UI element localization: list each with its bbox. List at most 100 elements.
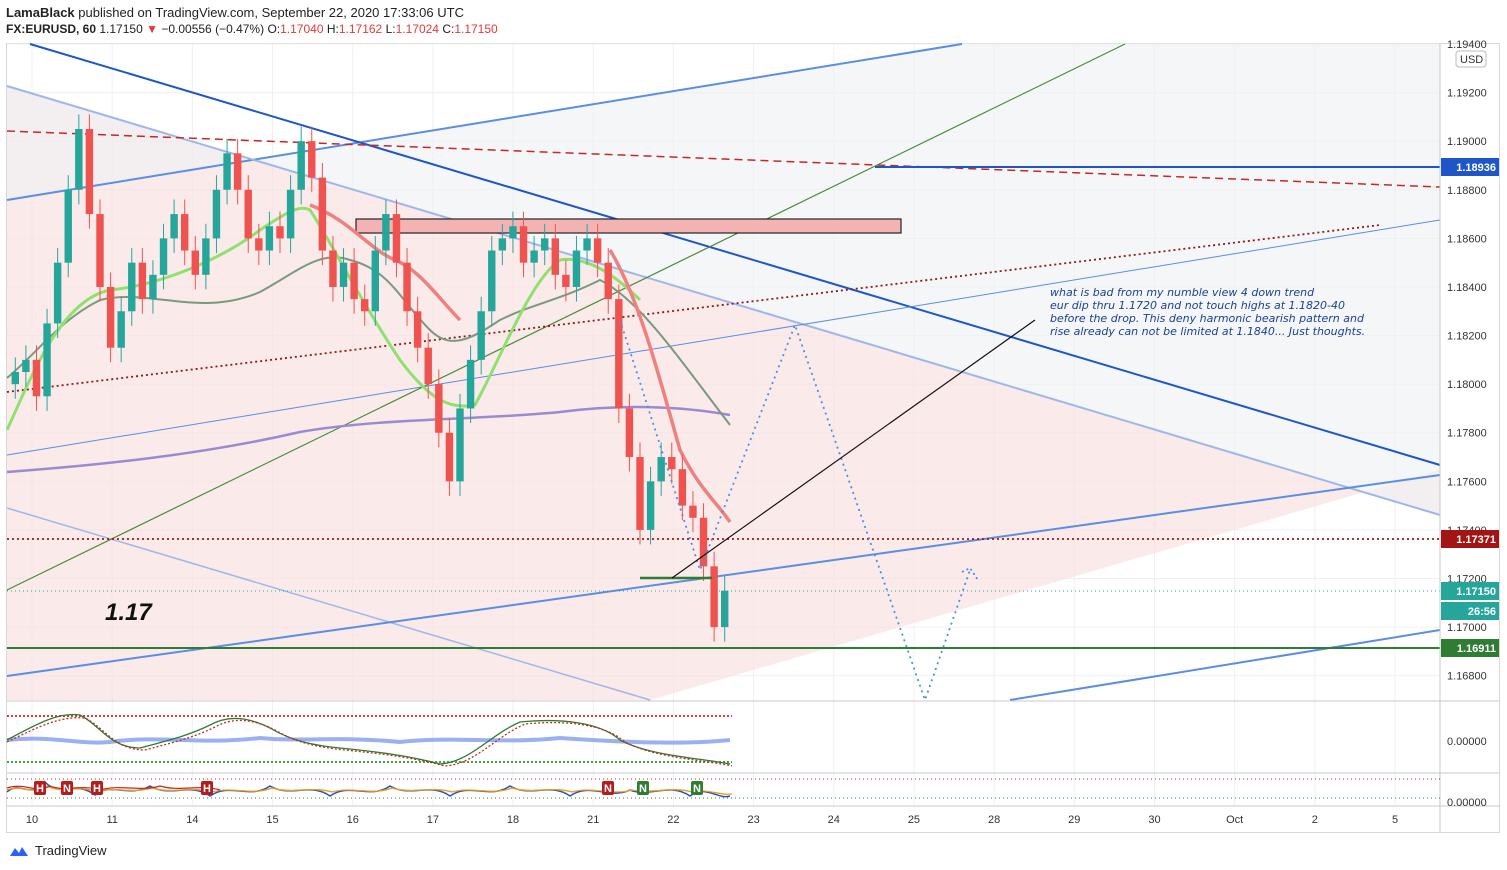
time-axis[interactable]: 10 11 14 15 16 17 18 21 22 23 24 25 28 29 30 Oct 2 5 [26,814,1398,826]
note-line-2: eur dip thru 1.1720 and not touch highs … [1050,299,1345,312]
candle-body [128,262,136,312]
candle-body [710,566,718,628]
candle-body [572,250,581,287]
trendline-blue-support [6,474,1441,677]
candle-body [519,226,528,263]
candle-body [678,469,687,506]
candle-body [64,189,72,263]
time-tick: 29 [1068,814,1080,826]
osc1-line-green [6,713,731,765]
candle-body [721,590,729,628]
open-label: O: [267,22,281,36]
price-tick: 1.19400 [1447,39,1487,51]
osc2-zero-tick: 0.00000 [1447,797,1487,809]
last-price: 1.17150 [99,22,143,36]
trendline-blue-main-down [29,43,1441,466]
close-label: C: [442,22,455,36]
note-line-4: rise already can not be limited at 1.184… [1050,325,1365,338]
time-tick: 15 [266,814,278,826]
price-label-box [1441,639,1499,657]
open-value: 1.17040 [280,22,324,36]
candle-body [646,481,655,530]
osc1-zero-tick: 0.00000 [1447,736,1487,748]
candle-body [191,250,199,275]
candle-body [371,250,379,312]
candle-body [170,214,178,239]
candle-body [223,153,231,190]
high-label: H: [326,22,339,36]
osc-marker-box [61,781,73,795]
price-label: 1.17371 [1456,534,1496,546]
osc-marker-box [201,781,213,795]
osc-marker-label: H [36,783,44,795]
candle-body [85,129,94,215]
trendline-green [6,43,1126,591]
candle-body [318,177,327,251]
tradingview-logo-icon [10,846,28,856]
candle-body [689,505,697,518]
price-tick: 1.17800 [1447,428,1487,440]
candle-body [117,311,125,348]
candle-body [181,214,189,251]
candle-body [699,517,708,567]
candle-body [329,250,337,287]
candle-body [350,262,358,300]
trendline-blue-bottom [1009,629,1441,701]
candle-body [593,238,602,263]
candle-body [202,238,210,275]
candle-body [159,238,168,275]
trendline-blue-upper [6,43,963,201]
price-axis[interactable]: 1.19400 1.19200 1.19000 1.18800 1.18600 1.184… [1447,39,1487,683]
down-triangle-icon: ▼ [146,22,158,36]
currency-badge[interactable]: USD [1460,54,1483,66]
time-tick: 14 [186,814,198,826]
oscillator-pane-2: H N H H N N N 0.00000 [6,778,1487,809]
candle-body [276,226,284,239]
time-tick: 16 [347,814,359,826]
osc-marker-box [34,781,46,795]
resistance-zone [355,218,902,234]
osc-marker-label: N [693,783,701,795]
published-text: published on TradingView.com, September … [78,5,464,20]
candle-body [541,238,549,251]
candle-body [32,359,41,397]
osc-marker-box [691,781,703,795]
candle-body [286,189,295,239]
candle-body [233,153,242,190]
candle-body [22,359,30,372]
candle-body [498,238,507,251]
ma-grey [6,256,731,426]
note-line-3: before the drop. This deny harmonic bear… [1050,312,1365,325]
candle-body [244,189,252,239]
change-value: −0.00556 (−0.47%) [161,22,265,36]
trendline-thin-blue [6,219,1441,456]
candle-body [583,238,591,251]
candle-body [11,372,19,385]
candle-body [403,262,411,312]
symbol-label[interactable]: FX:EURUSD, 60 [6,22,97,36]
currency-badge-box[interactable] [1455,50,1487,68]
price-label: 1.18936 [1456,162,1496,174]
ohlc-legend: FX:EURUSD, 60 1.17150 ▼ −0.00556 (−0.47%… [6,22,498,36]
candle-body [477,311,485,360]
footer-brand: TradingView [8,843,107,858]
candle-body [297,141,305,190]
candle-body [488,250,496,312]
price-label: 1.16911 [1457,643,1496,655]
candle-body [509,226,517,239]
candle-body [392,214,401,263]
analysis-note: what is bad from my numble view 4 down t… [1050,286,1365,338]
osc-marker-label: N [604,783,612,795]
trendline-lightblue-lower [6,507,651,701]
author-name[interactable]: LamaBlack [6,5,75,20]
time-tick: 30 [1148,814,1160,826]
time-tick: 10 [26,814,38,826]
osc1-histogram [6,735,731,745]
candles [11,114,729,642]
time-tick: 18 [507,814,519,826]
candle-body [615,299,623,409]
osc-marker-label: H [203,783,211,795]
red-dashed-line [6,130,1441,188]
